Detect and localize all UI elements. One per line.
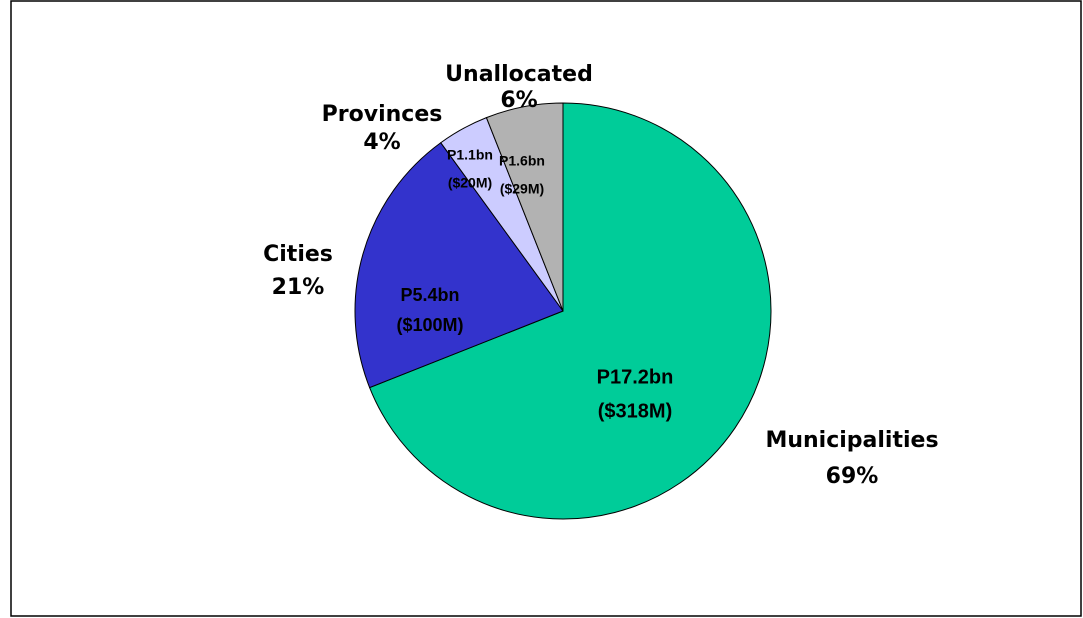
slice-amount-sublabel: ($100M): [396, 315, 463, 335]
slice-category-label: Cities: [263, 242, 333, 267]
slice-category-label: Unallocated: [445, 62, 593, 87]
pie-slice: [354, 142, 564, 389]
slice-percent-label: 6%: [500, 88, 537, 113]
slice-amount-sublabel: ($318M): [598, 400, 672, 422]
slice-percent-label: 69%: [826, 464, 879, 489]
pie-slice: [368, 102, 772, 520]
slice-category-label: Municipalities: [765, 428, 938, 453]
slice-amount-sublabel: ($20M): [448, 175, 492, 191]
slice-category-label: Provinces: [322, 102, 443, 127]
slice-amount-label: P5.4bn: [400, 285, 459, 305]
slice-percent-label: 4%: [363, 130, 400, 155]
slice-amount-sublabel: ($29M): [500, 181, 544, 197]
slice-percent-label: 21%: [272, 275, 325, 300]
slice-amount-label: P17.2bn: [597, 366, 674, 388]
slice-amount-label: P1.1bn: [447, 147, 493, 163]
pie-slice: [485, 102, 564, 312]
slice-amount-label: P1.6bn: [499, 153, 545, 169]
